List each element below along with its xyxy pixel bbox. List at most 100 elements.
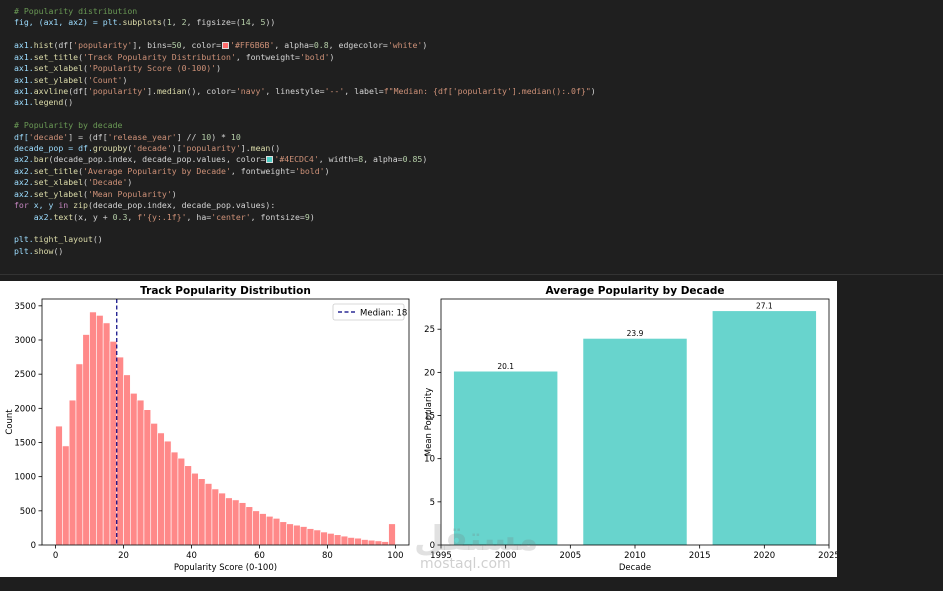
code-token: ) (216, 63, 222, 74)
code-token: () (63, 97, 74, 108)
code-token: x, y (28, 200, 59, 211)
histogram-y-tick-label: 2500 (14, 370, 36, 380)
code-token: ].median():.0f}" (511, 85, 591, 96)
histogram-bar (347, 537, 355, 546)
code-token: , figsize=( (186, 17, 241, 28)
decade-x-tick-label: 2015 (689, 551, 711, 561)
histogram-bar (381, 541, 389, 546)
code-token: () (92, 234, 103, 245)
code-token: decade_pop = df. (14, 143, 93, 154)
histogram-y-tick-label: 0 (31, 541, 36, 551)
code-token: 'decade' (28, 131, 69, 142)
code-token: , fontweight= (235, 51, 300, 62)
code-token: ) (329, 51, 335, 62)
code-token: 50 (171, 40, 182, 51)
histogram-bar (89, 311, 97, 546)
histogram-bar (116, 356, 124, 546)
code-token: mean (250, 143, 271, 154)
decade-y-label: Mean Popularity (424, 388, 434, 456)
code-token: , (127, 211, 138, 222)
code-token: () (53, 245, 64, 256)
decade-y-tick-label: 20 (424, 368, 435, 378)
histogram-bar (225, 497, 233, 546)
histogram-y-label: Count (5, 409, 15, 435)
code-token: )) (265, 17, 276, 28)
code-token: 'popularity' (181, 143, 241, 154)
legend-label: Median: 18 (360, 308, 407, 318)
histogram-bar (279, 521, 287, 546)
code-token: ] // (176, 131, 202, 142)
histogram-bar (62, 445, 70, 546)
code-token: , width= (318, 154, 359, 165)
code-token: 'center' (211, 211, 251, 222)
code-token: (decade_pop.index, decade_pop.values): (87, 200, 276, 211)
histogram-bar (306, 528, 315, 546)
code-token: 'navy' (235, 85, 266, 96)
histogram-x-tick-label: 40 (186, 551, 197, 561)
code-token: 10 (201, 131, 212, 142)
code-token: 'Average Popularity by Decade' (83, 165, 231, 176)
histogram-bar (367, 539, 376, 546)
decade-bar (583, 338, 687, 545)
code-token: 'bold' (295, 165, 325, 176)
code-token: ax1. (14, 51, 34, 62)
histogram-bar (82, 334, 90, 546)
code-token: tight_layout (33, 234, 93, 245)
histogram-bar (354, 537, 362, 546)
color-swatch (222, 42, 230, 50)
code-cell[interactable]: # Popularity distribution fig, (ax1, ax2… (0, 0, 943, 274)
code-token: ] = (df[ (68, 131, 108, 142)
code-line: for x, y in zip(decade_pop.index, decade… (14, 200, 275, 210)
histogram-x-tick-label: 100 (387, 551, 403, 561)
histogram-bar (198, 478, 206, 546)
code-token: bar (33, 154, 49, 165)
code-line: ax2.set_ylabel('Mean Popularity') (14, 189, 177, 199)
decade-bar-value-label: 27.1 (756, 302, 773, 311)
histogram-bar (150, 423, 158, 546)
code-token: 'Popularity Score (0-100)' (87, 63, 217, 74)
histogram-bar (157, 432, 165, 546)
code-line: ax1.set_title('Track Popularity Distribu… (14, 52, 334, 62)
code-token: , fontsize= (250, 211, 305, 222)
code-token: , color= (181, 40, 222, 51)
histogram-bar (272, 518, 281, 546)
histogram-x-tick-label: 60 (254, 551, 265, 561)
figure-svg: 0 20 40 60 80 1000500100015002000250030003500… (5, 285, 837, 573)
code-token: 'Mean Popularity' (87, 188, 172, 199)
histogram-y-tick-label: 2000 (14, 404, 36, 414)
code-token: 'popularity' (452, 85, 512, 96)
code-token: 0.3 (112, 211, 128, 222)
code-token: ( (83, 188, 88, 199)
code-token: , alpha= (274, 40, 314, 51)
histogram-bar (164, 440, 172, 546)
histogram-bar (143, 409, 152, 546)
code-token: # Popularity distribution (14, 6, 138, 16)
histogram-bar (327, 533, 335, 546)
code-token: median (156, 85, 187, 96)
code-token: ( (78, 165, 84, 176)
code-token: ax2. (14, 165, 34, 176)
code-token: )[ (171, 143, 182, 154)
code-token: 'Decade' (87, 177, 128, 188)
code-token: 1 (166, 17, 172, 28)
code-token: ax2. (14, 188, 34, 199)
code-token: plt. (14, 245, 34, 256)
code-token: hist (33, 40, 54, 51)
code-token: 0.8 (313, 40, 329, 51)
code-token: , fontweight= (230, 165, 296, 176)
code-token: ]. (147, 85, 157, 96)
code-token: (df[ (68, 85, 88, 96)
code-token: 'decade' (132, 143, 172, 154)
legend-box (332, 303, 405, 321)
code-token: df[ (14, 131, 29, 142)
code-token: ax1. (14, 63, 34, 74)
code-token: 8 (358, 154, 364, 165)
code-editor[interactable]: # Popularity distribution fig, (ax1, ax2… (14, 6, 596, 257)
code-token: , linestyle= (265, 85, 325, 96)
decade-x-label: Decade (619, 563, 651, 573)
code-line: # Popularity by decade (14, 120, 122, 130)
histogram-bar (102, 322, 111, 546)
histogram-bar (388, 523, 396, 546)
code-token: ( (161, 17, 167, 28)
code-line: df['decade'] = (df['release_year'] // 10… (14, 132, 241, 142)
